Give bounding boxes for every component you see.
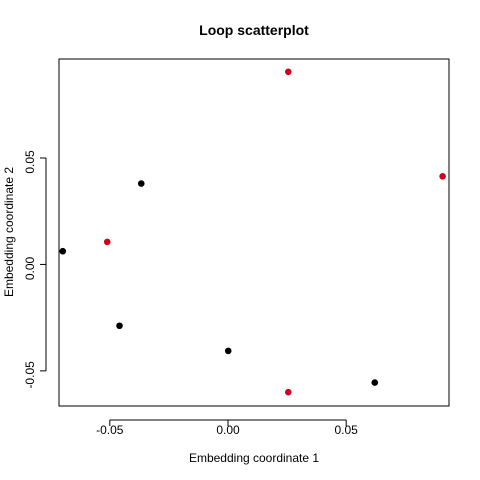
data-point-8 xyxy=(371,379,379,386)
y-axis-tick-label: 0.00 xyxy=(23,256,37,280)
data-point-5 xyxy=(59,247,67,255)
data-points xyxy=(59,68,446,396)
x-axis: -0.05 0.00 0.05 xyxy=(96,419,359,437)
x-axis-tick-label: 0.05 xyxy=(335,423,359,437)
y-axis-label: Embedding coordinate 2 xyxy=(2,167,16,297)
y-axis: -0.05 0.00 0.05 xyxy=(23,150,47,389)
data-point-7 xyxy=(224,347,232,355)
data-point-6 xyxy=(116,322,123,330)
x-axis-tick-label: 0.00 xyxy=(216,423,240,437)
y-axis-tick-label: 0.05 xyxy=(23,150,37,174)
chart-title: Loop scatterplot xyxy=(199,22,309,38)
plot-frame xyxy=(58,58,450,407)
y-axis-tick-label: -0.05 xyxy=(23,361,37,389)
x-axis-label: Embedding coordinate 1 xyxy=(189,451,319,465)
data-point-2 xyxy=(439,172,446,180)
data-point-3 xyxy=(137,180,145,187)
data-point-1 xyxy=(284,68,292,76)
x-axis-tick-label: -0.05 xyxy=(96,423,124,437)
data-point-4 xyxy=(103,238,111,246)
data-point-9 xyxy=(284,388,292,396)
